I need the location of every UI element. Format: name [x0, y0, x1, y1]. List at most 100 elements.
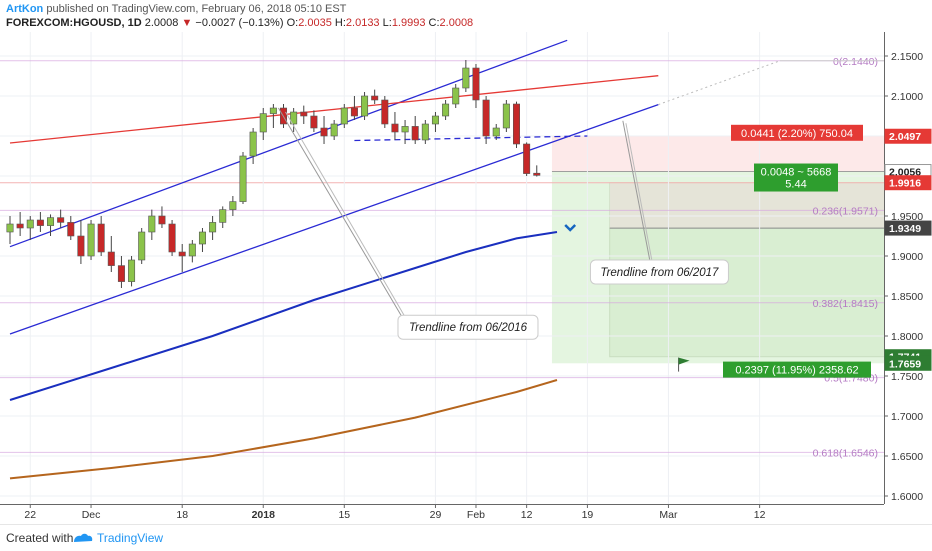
candle — [77, 220, 85, 264]
reward-label-bg — [723, 361, 871, 378]
trendline-extension — [658, 60, 781, 106]
candle-body — [128, 259, 136, 282]
price-tag: 1.7659 — [884, 355, 932, 371]
candle — [259, 108, 267, 140]
time-tick-label: Feb — [467, 509, 485, 521]
price-tick-label: 2.1500 — [891, 51, 923, 63]
candle-body — [138, 231, 146, 261]
candle — [198, 228, 206, 252]
fib-level-label: 0.382(1.8415) — [813, 298, 878, 310]
price-tag: 1.9349 — [884, 220, 932, 236]
reward-label-text: 0.2397 (11.95%) 2358.62 — [735, 365, 858, 377]
candle-body — [421, 123, 429, 141]
dashed-support-line — [354, 135, 588, 142]
candle — [401, 120, 409, 144]
candle — [47, 214, 55, 236]
risk-label-text: 0.0441 (2.20%) 750.04 — [741, 128, 853, 140]
candle — [26, 216, 34, 240]
candle-body — [269, 107, 277, 114]
candle-body — [87, 223, 95, 257]
candle — [492, 124, 500, 140]
candle — [361, 92, 369, 120]
candle-body — [523, 143, 531, 174]
candle-body — [411, 126, 419, 141]
fib-level-label: 0.236(1.9571) — [813, 205, 878, 217]
candle-body — [219, 209, 227, 223]
price-tag-bg — [884, 220, 932, 236]
candle-body — [361, 95, 369, 117]
candle-body — [16, 223, 24, 229]
candle-body — [158, 215, 166, 225]
candle — [452, 84, 460, 108]
channel-lower-trendline — [9, 103, 659, 335]
candle — [290, 108, 298, 132]
last-price: 2.0008 — [144, 17, 179, 29]
candle-body — [492, 127, 500, 137]
symbol-name: FOREXCOM:HGOUSD, 1D — [6, 17, 142, 29]
candle-body — [77, 235, 85, 257]
candle-body — [391, 123, 399, 133]
candle-body — [340, 107, 348, 125]
price-tag-bg — [884, 175, 932, 191]
candle — [310, 110, 318, 132]
chart-header: ArtKon published on TradingView.com, Feb… — [0, 0, 932, 32]
candle-body — [6, 223, 14, 233]
candle-body — [533, 172, 541, 176]
low-label: L: — [382, 17, 392, 29]
low-value: 1.9993 — [391, 17, 426, 29]
time-tick-label: Dec — [82, 509, 101, 521]
candle — [148, 209, 156, 240]
candle-body — [442, 103, 450, 117]
callout-label: Trendline from 06/2016 — [409, 322, 528, 334]
risk-zone — [551, 136, 884, 172]
price-chart[interactable]: 0(2.1440)0.236(1.9571)0.382(1.8415)0.5(1… — [0, 32, 932, 524]
tradingview-brand-link[interactable]: TradingView — [97, 531, 164, 545]
candle — [512, 101, 520, 148]
candle — [209, 216, 217, 240]
candle-body — [259, 113, 267, 133]
price-tag: 2.0497 — [884, 128, 932, 144]
candle — [350, 96, 358, 120]
candle — [340, 104, 348, 128]
candle-body — [431, 115, 439, 125]
candle-body — [249, 131, 257, 157]
close-value: 2.0008 — [439, 17, 474, 29]
price-tick-label: 1.8500 — [891, 291, 923, 303]
price-tag-label: 1.7659 — [889, 358, 921, 370]
candle-body — [209, 222, 217, 233]
price-tag-label: 2.0497 — [889, 131, 921, 143]
high-label: H: — [334, 17, 346, 29]
candle — [239, 152, 247, 204]
candle — [381, 96, 389, 128]
flag-icon — [678, 357, 690, 365]
price-tag: 1.9916 — [884, 175, 932, 191]
price-tick-label: 1.7000 — [891, 411, 923, 423]
candle — [523, 142, 531, 176]
price-tick-label: 1.6500 — [891, 451, 923, 463]
time-tick-label: 15 — [338, 509, 350, 521]
candle — [168, 220, 176, 256]
fast-moving-average — [9, 231, 558, 401]
candle-body — [371, 95, 379, 101]
price-change: −0.0027 (−0.13%) — [195, 17, 284, 29]
price-tick-label: 1.9500 — [891, 211, 923, 223]
time-tick-label: 29 — [430, 509, 442, 521]
candle — [249, 128, 257, 164]
candle — [320, 116, 328, 144]
candle — [269, 104, 277, 128]
price-tick-label: 1.9000 — [891, 251, 923, 263]
price-tag-label: 1.9916 — [889, 178, 921, 190]
ratio-sub-text: 5.44 — [785, 179, 806, 191]
candle-body — [229, 201, 237, 210]
candle-body — [26, 219, 34, 229]
callout-label: Trendline from 06/2017 — [600, 267, 719, 279]
callout-box — [397, 314, 539, 340]
candle-body — [36, 219, 44, 226]
candle-body — [67, 222, 75, 237]
author-link[interactable]: ArtKon — [6, 3, 44, 15]
candle — [391, 112, 399, 140]
candle — [482, 96, 490, 144]
candle — [6, 216, 14, 244]
candle — [421, 120, 429, 144]
candle — [158, 206, 166, 228]
